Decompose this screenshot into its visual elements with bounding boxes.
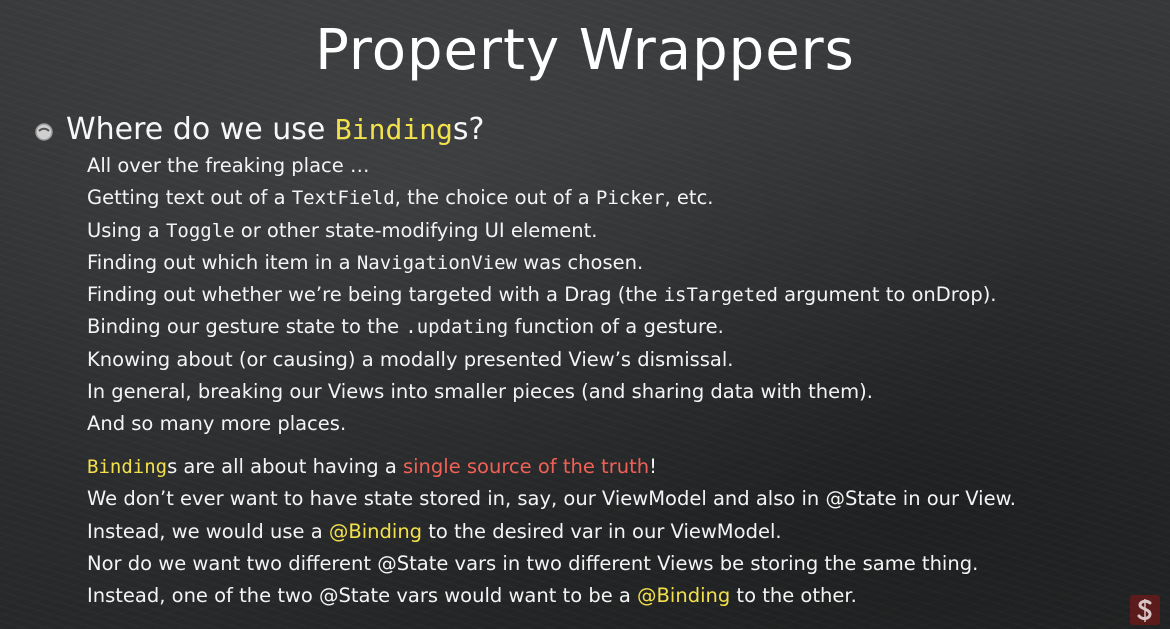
heading-suffix: s? [452, 112, 485, 147]
single-source-phrase: single source of the truth [402, 455, 650, 478]
code-istargeted: isTargeted [663, 284, 778, 307]
list-item-text: or other state-modifying UI element. [234, 218, 598, 242]
truth-line: Nor do we want two different @State vars… [87, 548, 1157, 580]
truth-line: We don’t ever want to have state stored … [87, 483, 1157, 515]
list-item: Knowing about (or causing) a modally pre… [87, 344, 1157, 376]
heading-binding-keyword: Binding [334, 113, 453, 146]
truth-text: ! [649, 455, 657, 478]
truth-text: Instead, one of the two @State vars woul… [87, 584, 638, 608]
truth-text: We don’t ever want to have state stored … [87, 487, 1016, 511]
truth-text: to the other. [730, 584, 857, 608]
list-item-text: was chosen. [516, 250, 644, 274]
list-item-text: Getting text out of a [87, 186, 292, 210]
truth-text: to the desired var in our ViewModel. [422, 519, 782, 543]
binding-uses-list: All over the freaking place … Getting te… [87, 150, 1157, 441]
code-textfield: TextField [291, 187, 395, 210]
truth-text: s are all about having a [167, 455, 403, 478]
truth-line: Bindings are all about having a single s… [87, 451, 1157, 483]
list-item-text: Finding out which item in a [87, 250, 357, 274]
code-toggle: Toggle [165, 219, 235, 242]
list-item: Finding out which item in a NavigationVi… [87, 247, 1157, 279]
binding-keyword: Binding [87, 456, 168, 478]
list-item-text: Using a [87, 218, 166, 242]
bullet-heading: Where do we use Bindings? [66, 110, 484, 150]
list-item-text: argument to onDrop). [777, 283, 997, 307]
list-item-text: function of a gesture. [508, 315, 724, 339]
bullet-circle-icon [35, 123, 53, 141]
binding-keyword: @Binding [637, 584, 731, 608]
heading-prefix: Where do we use [66, 112, 335, 147]
code-picker: Picker [595, 187, 665, 210]
list-item: Getting text out of a TextField, the cho… [87, 182, 1157, 214]
slide-title: Property Wrappers [315, 18, 855, 83]
single-source-of-truth-section: Bindings are all about having a single s… [87, 451, 1157, 612]
list-item-text: All over the freaking place … [87, 154, 370, 177]
code-navigationview: NavigationView [356, 251, 517, 274]
stanford-logo-icon [1130, 595, 1160, 625]
list-item: Binding our gesture state to the .updati… [87, 311, 1157, 343]
list-item: Using a Toggle or other state-modifying … [87, 215, 1157, 247]
binding-keyword: @Binding [328, 519, 423, 543]
list-item: In general, breaking our Views into smal… [87, 376, 1157, 408]
list-item-text: , etc. [664, 186, 714, 210]
list-item: And so many more places. [87, 408, 1157, 440]
list-item: Finding out whether we’re being targeted… [87, 279, 1157, 311]
truth-line: Instead, one of the two @State vars woul… [87, 580, 1157, 612]
list-item-text: In general, breaking our Views into smal… [87, 380, 873, 404]
truth-text: Nor do we want two different @State vars… [87, 551, 979, 575]
list-item-text: , the choice out of a [394, 186, 596, 210]
truth-line: Instead, we would use a @Binding to the … [87, 516, 1157, 548]
list-item-text: And so many more places. [87, 412, 347, 436]
main-bullet: Where do we use Bindings? [34, 110, 484, 150]
code-updating: .updating [405, 316, 509, 339]
list-item: All over the freaking place … [87, 150, 1157, 182]
list-item-text: Finding out whether we’re being targeted… [87, 283, 664, 307]
truth-text: Instead, we would use a [87, 519, 329, 543]
list-item-text: Binding our gesture state to the [87, 315, 406, 339]
list-item-text: Knowing about (or causing) a modally pre… [87, 347, 734, 371]
